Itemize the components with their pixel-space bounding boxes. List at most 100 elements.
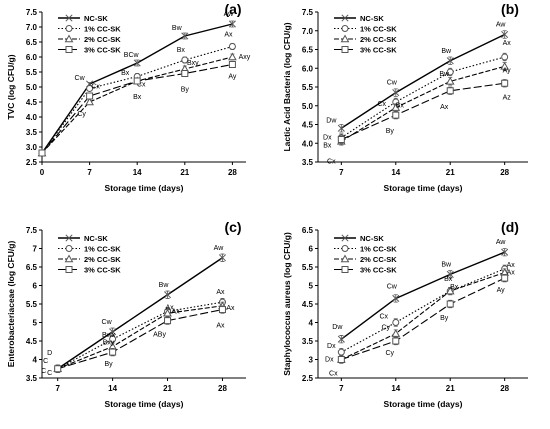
point-label: Dx xyxy=(325,357,334,364)
y-tick-label: 5.0 xyxy=(302,102,314,111)
y-tick-label: 4.5 xyxy=(26,98,38,107)
series-line xyxy=(57,301,223,370)
legend: NC-SK 1% CC-SK2% CC-SK 3% CC-SK xyxy=(334,14,397,55)
legend-label: 1% CC-SK xyxy=(84,245,121,254)
series-group: Cx Cx Bx Ax xyxy=(38,32,236,157)
y-tick-label: 5.0 xyxy=(26,83,38,92)
y-tick-label: 6.0 xyxy=(26,53,38,62)
point-label: Az xyxy=(503,94,512,101)
y-tick-label: 4.0 xyxy=(26,113,38,122)
data-point xyxy=(337,335,345,343)
series-line xyxy=(341,268,505,353)
data-point xyxy=(500,61,510,70)
point-label: By xyxy=(181,87,190,94)
data-point xyxy=(163,291,172,299)
y-tick-label: 7.0 xyxy=(26,23,38,32)
point-label: Bw xyxy=(172,25,183,32)
y-tick-label: 3.0 xyxy=(26,143,38,152)
y-tick-label: 4.5 xyxy=(302,121,314,130)
chart-panel: 3.5 4.0 4.5 5.0 5.5 6.0 6.5 7.0 7.5 7 14 21 28 Storag… xyxy=(282,1,528,193)
data-point xyxy=(164,317,172,325)
x-tick-label: 21 xyxy=(446,384,455,393)
legend: NC-SK 1% CC-SK2% CC-SK 3% CC-SK xyxy=(58,234,121,275)
point-label: Ax xyxy=(224,32,233,39)
y-tick-label: 3.5 xyxy=(26,128,38,137)
panel-letter: (d) xyxy=(501,219,519,235)
legend: NC-SK 1% CC-SK2% CC-SK 3% CC-SK xyxy=(334,234,397,275)
chart-panel: 2.5 3 3.5 4 4.5 5 5.5 6 6.5 7 14 21 28 Storage time (… xyxy=(282,219,528,409)
x-tick-label: 28 xyxy=(500,384,509,393)
point-label: Cw xyxy=(102,319,113,326)
y-tick-label: 7.5 xyxy=(302,8,314,17)
point-label: Bwx xyxy=(102,332,116,339)
data-point xyxy=(446,87,454,95)
point-label: Cx xyxy=(137,82,146,89)
point-label: Aw xyxy=(214,245,225,252)
series-group: Cx Cy By Ay xyxy=(329,274,509,378)
x-axis-title: Storage time (days) xyxy=(105,183,184,193)
y-tick-label: 6 xyxy=(33,282,38,291)
y-tick-label: 7.5 xyxy=(26,226,38,235)
y-tick-label: 7.0 xyxy=(302,27,314,36)
legend-marker xyxy=(65,266,73,273)
legend-marker xyxy=(341,46,349,53)
y-tick-label: 2.5 xyxy=(302,374,314,383)
data-point xyxy=(109,348,117,356)
series-group: Bx By Ay xyxy=(38,61,237,157)
data-point xyxy=(391,329,401,337)
x-tick-label: 7 xyxy=(55,384,60,393)
data-point xyxy=(501,274,509,282)
legend-label: NC-SK xyxy=(84,234,108,243)
point-label: D xyxy=(47,350,52,357)
data-point xyxy=(228,61,236,68)
legend-marker xyxy=(64,254,74,263)
chart-panel: 2.5 3.0 3.5 4.0 4.5 5.0 5.5 6.0 6.5 7.0 7.5 0 7 14 21 2… xyxy=(6,1,251,193)
x-tick-label: 14 xyxy=(133,168,142,177)
y-tick-label: 7.5 xyxy=(26,8,38,17)
legend-label: 1% CC-SK xyxy=(84,25,121,34)
y-axis-title: Staphylococcus aureus (log CFU/g) xyxy=(282,232,292,376)
data-point xyxy=(228,52,237,61)
y-tick-label: 6.0 xyxy=(302,64,314,73)
data-point xyxy=(501,30,509,39)
data-point xyxy=(163,308,172,317)
point-label: Ax xyxy=(216,323,225,330)
series-group: Dw Cw Bw Aw xyxy=(326,22,509,133)
data-point xyxy=(228,43,236,50)
x-tick-label: 21 xyxy=(446,168,455,177)
data-point xyxy=(181,70,189,77)
point-label: Bw xyxy=(439,71,450,78)
data-point xyxy=(501,53,509,61)
series-line xyxy=(41,23,233,154)
x-axis-title: Storage time (days) xyxy=(384,183,463,193)
y-tick-label: 4 xyxy=(309,319,314,328)
x-tick-label: 14 xyxy=(391,384,400,393)
point-label: Bxy xyxy=(187,60,199,67)
point-label: Aw xyxy=(224,11,235,18)
data-point xyxy=(446,57,454,65)
legend-label: NC-SK xyxy=(360,234,384,243)
data-point xyxy=(218,254,227,262)
x-tick-label: 21 xyxy=(180,168,189,177)
series-group: Cx Bx Ay xyxy=(327,61,512,165)
y-tick-label: 5.5 xyxy=(26,300,38,309)
y-tick-label: 6.5 xyxy=(302,226,314,235)
series-line xyxy=(41,45,233,154)
y-axis-title: TVC (log CFU/g) xyxy=(6,54,16,119)
y-tick-label: 5.5 xyxy=(26,68,38,77)
point-label: By xyxy=(386,128,395,135)
y-tick-label: 5 xyxy=(33,319,38,328)
y-tick-label: 3.5 xyxy=(302,158,314,167)
y-tick-label: 5 xyxy=(309,282,314,291)
point-label: By xyxy=(440,315,449,322)
series-group: C By ABy Ax xyxy=(47,305,226,377)
point-label: Bw xyxy=(159,282,170,289)
data-point xyxy=(218,306,226,314)
point-label: By xyxy=(105,361,114,368)
data-point xyxy=(445,76,455,85)
point-label: Dw xyxy=(326,117,337,124)
legend-label: 2% CC-SK xyxy=(360,255,397,264)
series-line xyxy=(340,33,505,129)
point-label: Ay xyxy=(503,67,512,74)
x-tick-label: 28 xyxy=(218,384,227,393)
